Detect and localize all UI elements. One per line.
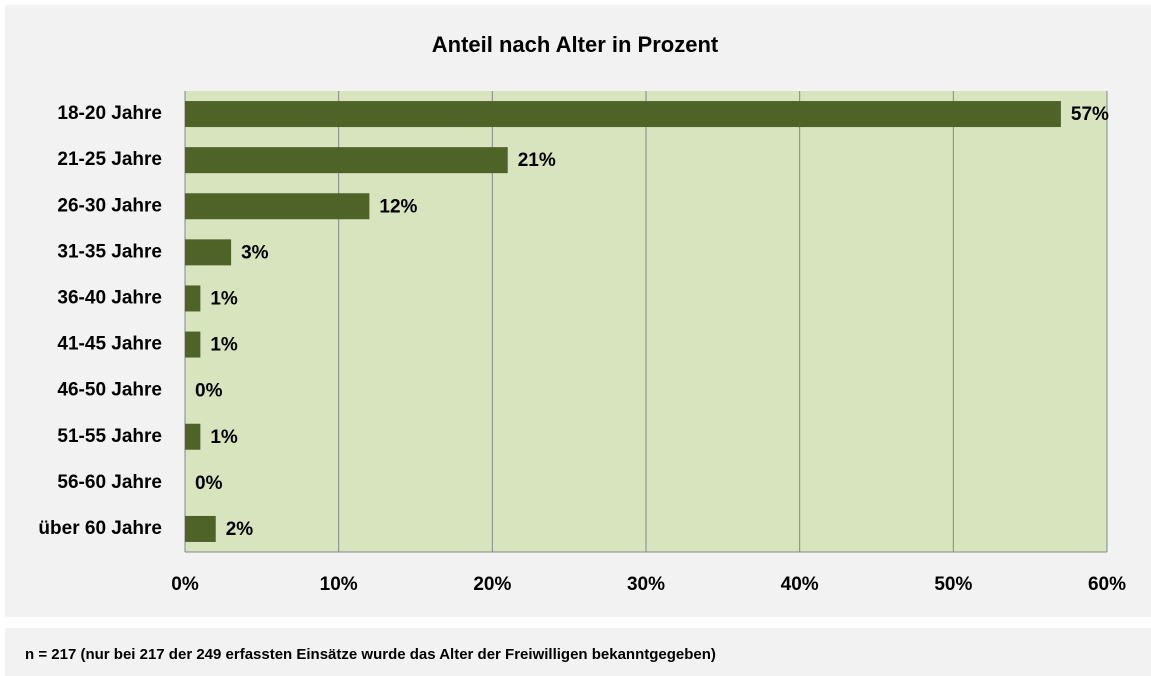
x-tick-label: 50% (934, 574, 972, 595)
bar (185, 193, 370, 220)
bar (185, 285, 201, 312)
x-tick-label: 10% (320, 574, 358, 595)
footnote: n = 217 (nur bei 217 der 249 erfassten E… (25, 646, 716, 663)
data-label: 2% (226, 519, 254, 540)
bar (185, 147, 508, 174)
y-tick-label: 26-30 Jahre (57, 195, 162, 216)
y-tick-label: 46-50 Jahre (57, 380, 162, 401)
chart-title: Anteil nach Alter in Prozent (432, 32, 719, 57)
data-label: 3% (241, 242, 269, 263)
bar (185, 101, 1061, 128)
data-label: 0% (195, 381, 223, 402)
data-label: 12% (379, 196, 417, 217)
x-tick-label: 20% (473, 574, 511, 595)
data-label: 57% (1071, 104, 1109, 125)
bar (185, 239, 232, 266)
footnote-background (5, 628, 1151, 676)
x-tick-label: 60% (1088, 574, 1126, 595)
y-tick-label: 36-40 Jahre (57, 287, 162, 308)
data-label: 0% (195, 473, 223, 494)
y-tick-label: 56-60 Jahre (57, 472, 162, 493)
data-label: 1% (210, 288, 238, 309)
y-tick-label: 21-25 Jahre (57, 149, 162, 170)
data-label: 1% (210, 427, 238, 448)
data-label: 21% (518, 150, 556, 171)
bar (185, 423, 201, 450)
bar (185, 331, 201, 358)
x-tick-label: 30% (627, 574, 665, 595)
y-tick-label: 18-20 Jahre (57, 103, 162, 124)
y-tick-label: 51-55 Jahre (57, 426, 162, 447)
y-tick-label: über 60 Jahre (38, 518, 162, 539)
data-label: 1% (210, 335, 238, 356)
bar (185, 515, 216, 542)
y-tick-label: 31-35 Jahre (57, 241, 162, 262)
x-tick-label: 40% (781, 574, 819, 595)
x-tick-label: 0% (171, 574, 199, 595)
y-tick-label: 41-45 Jahre (57, 334, 162, 355)
